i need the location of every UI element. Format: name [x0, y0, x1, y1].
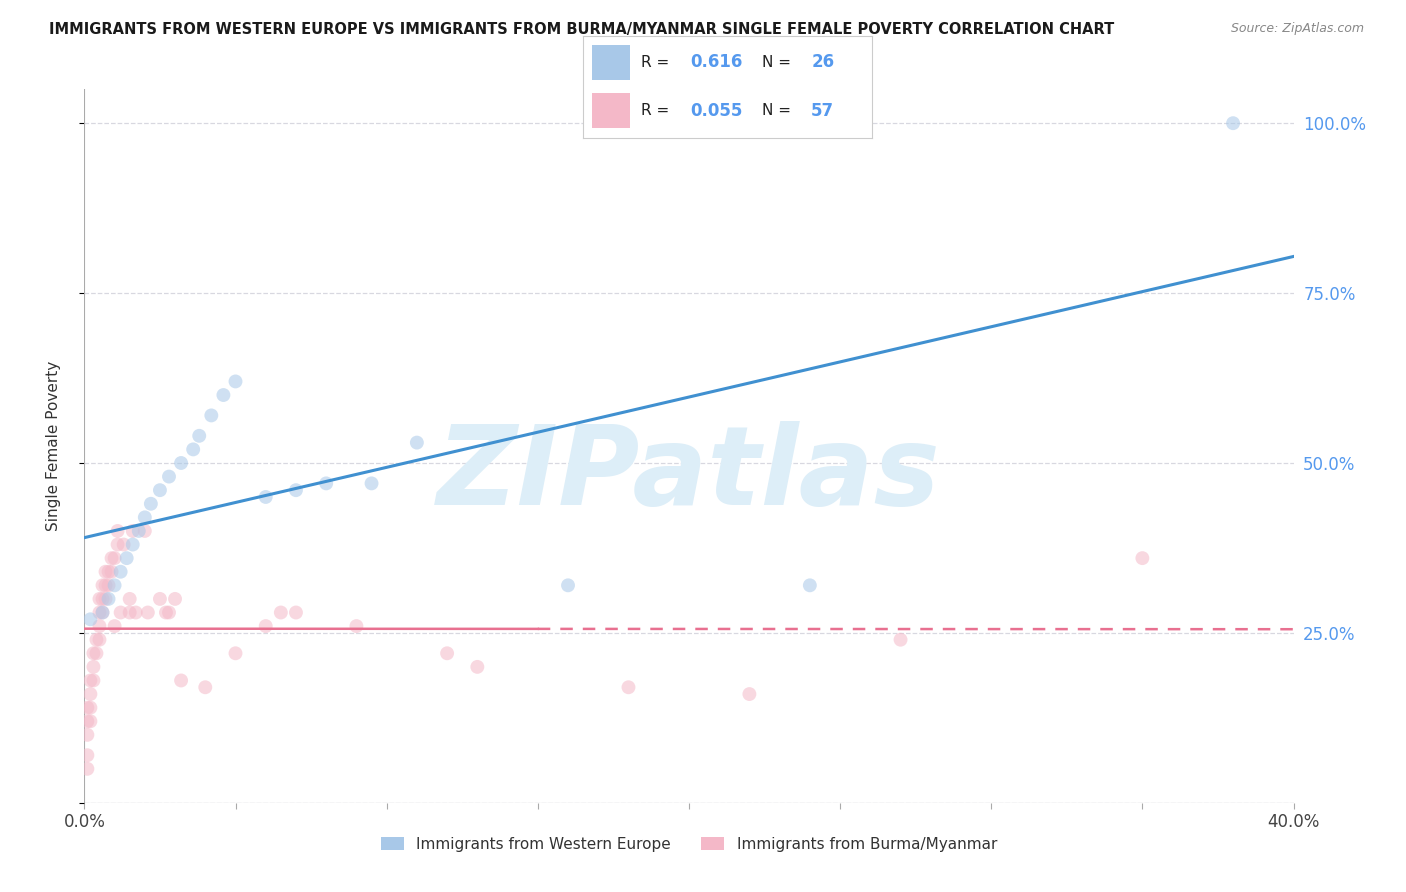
Point: [107, 537, 129, 551]
Bar: [592, 93, 630, 128]
Point: [91, 578, 114, 592]
Point: [346, 619, 368, 633]
Point: [100, 565, 122, 579]
Point: [200, 409, 222, 423]
Point: [134, 524, 156, 538]
Point: [118, 591, 141, 606]
Point: [557, 578, 579, 592]
Point: [225, 375, 247, 389]
Point: [104, 578, 127, 592]
Point: [1130, 551, 1153, 566]
Point: [799, 578, 821, 592]
Point: [79, 714, 101, 729]
Point: [115, 551, 138, 566]
Point: [212, 388, 235, 402]
Point: [157, 606, 180, 620]
Text: R =: R =: [641, 103, 675, 118]
Point: [104, 551, 127, 566]
Point: [121, 524, 143, 538]
Point: [79, 612, 101, 626]
Text: R =: R =: [641, 54, 675, 70]
Point: [315, 476, 337, 491]
Point: [157, 469, 180, 483]
Point: [149, 591, 172, 606]
Text: IMMIGRANTS FROM WESTERN EUROPE VS IMMIGRANTS FROM BURMA/MYANMAR SINGLE FEMALE PO: IMMIGRANTS FROM WESTERN EUROPE VS IMMIGR…: [49, 22, 1115, 37]
Point: [94, 591, 117, 606]
Text: N =: N =: [762, 54, 796, 70]
Point: [79, 687, 101, 701]
Point: [890, 632, 912, 647]
Point: [89, 606, 111, 620]
Point: [270, 606, 292, 620]
Point: [91, 606, 114, 620]
Point: [82, 660, 104, 674]
Point: [79, 700, 101, 714]
Point: [406, 435, 429, 450]
Point: [86, 646, 108, 660]
Point: [112, 537, 135, 551]
Point: [76, 700, 98, 714]
Point: [79, 673, 101, 688]
Point: [91, 591, 114, 606]
Text: ZIPatlas: ZIPatlas: [437, 421, 941, 528]
Point: [170, 456, 193, 470]
Bar: [592, 45, 630, 79]
Point: [436, 646, 458, 660]
Point: [107, 524, 129, 538]
Point: [254, 490, 277, 504]
Point: [125, 606, 148, 620]
Point: [738, 687, 761, 701]
Text: 0.055: 0.055: [690, 102, 742, 120]
Point: [89, 619, 111, 633]
Point: [181, 442, 204, 457]
Point: [91, 606, 114, 620]
Point: [97, 591, 120, 606]
Legend: Immigrants from Western Europe, Immigrants from Burma/Myanmar: Immigrants from Western Europe, Immigran…: [374, 829, 1004, 859]
Text: 26: 26: [811, 54, 834, 71]
Point: [82, 646, 104, 660]
Point: [76, 714, 98, 729]
Point: [110, 565, 132, 579]
Point: [617, 680, 640, 694]
Point: [76, 748, 98, 763]
Point: [165, 591, 187, 606]
Point: [225, 646, 247, 660]
Point: [100, 551, 122, 566]
Point: [121, 537, 143, 551]
Y-axis label: Single Female Poverty: Single Female Poverty: [46, 361, 60, 531]
Point: [134, 510, 156, 524]
Point: [285, 606, 308, 620]
Text: Source: ZipAtlas.com: Source: ZipAtlas.com: [1230, 22, 1364, 36]
Point: [104, 619, 127, 633]
Point: [170, 673, 193, 688]
Point: [94, 578, 117, 592]
Text: N =: N =: [762, 103, 796, 118]
Text: 57: 57: [811, 102, 834, 120]
Point: [188, 429, 211, 443]
Point: [194, 680, 217, 694]
Point: [285, 483, 308, 498]
Point: [97, 578, 120, 592]
Point: [128, 524, 150, 538]
Point: [467, 660, 489, 674]
Point: [76, 728, 98, 742]
Point: [139, 497, 162, 511]
Point: [155, 606, 177, 620]
Point: [97, 565, 120, 579]
Point: [82, 673, 104, 688]
Point: [1222, 116, 1244, 130]
Point: [118, 606, 141, 620]
Text: 0.616: 0.616: [690, 54, 742, 71]
Point: [94, 565, 117, 579]
Point: [86, 632, 108, 647]
Point: [89, 591, 111, 606]
Point: [149, 483, 172, 498]
Point: [110, 606, 132, 620]
Point: [360, 476, 382, 491]
Point: [89, 632, 111, 647]
Point: [254, 619, 277, 633]
Point: [136, 606, 159, 620]
Point: [76, 762, 98, 776]
